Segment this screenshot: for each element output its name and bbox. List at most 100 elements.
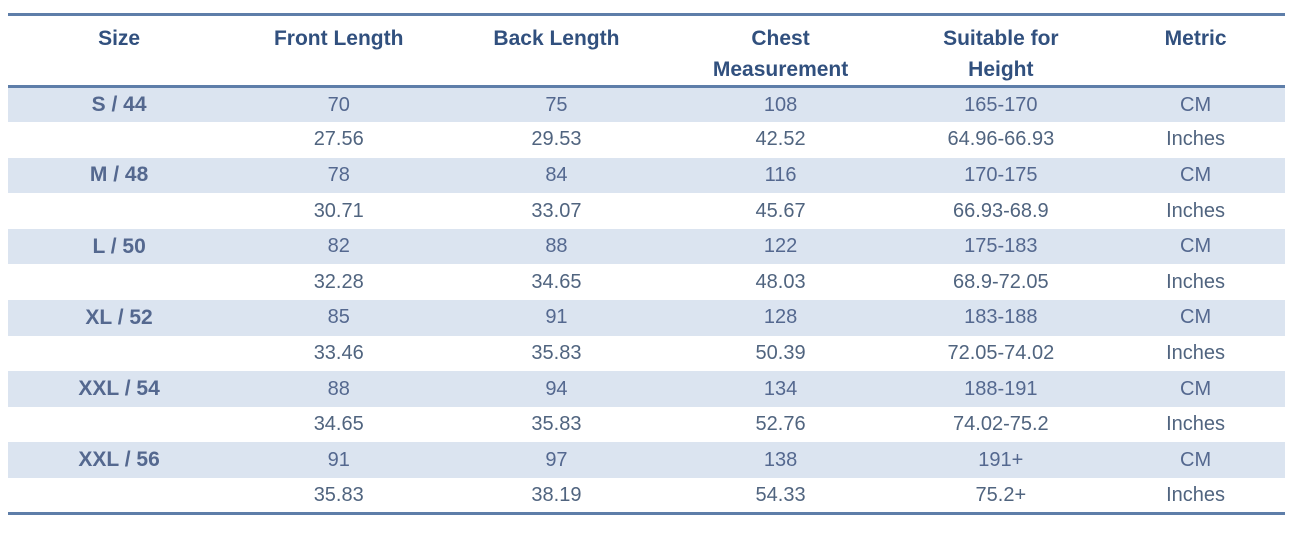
cell-back-length: 91 — [545, 306, 568, 329]
column-header-chest-measurement: Chest Measurement — [665, 14, 896, 88]
cell-chest: 108 — [763, 93, 798, 116]
table-row-xxl54-inches: 34.65 35.83 52.76 74.02-75.2 Inches — [8, 406, 1285, 443]
cell-height: 188-191 — [964, 377, 1038, 400]
table-row-l50-cm: L / 50 82 88 122 175-183 CM — [8, 228, 1285, 265]
cell-front-length: 88 — [327, 377, 350, 400]
column-header-label: Suitable for — [943, 27, 1059, 50]
cell-metric: CM — [1180, 93, 1212, 116]
size-chart-table: Size Front Length Back Length Chest Meas… — [8, 13, 1285, 516]
cell-metric: CM — [1180, 306, 1212, 329]
column-header-back-length: Back Length — [447, 14, 666, 88]
cell-size — [8, 193, 230, 229]
column-header-label: Height — [968, 58, 1034, 81]
cell-front-length: 27.56 — [313, 128, 364, 151]
column-header-label: Back Length — [493, 27, 620, 50]
cell-height: 72.05-74.02 — [947, 341, 1055, 364]
cell-front-length: 78 — [327, 163, 350, 186]
cell-size: S / 44 — [91, 93, 147, 117]
cell-height: 64.96-66.93 — [947, 128, 1055, 151]
cell-chest: 128 — [763, 306, 798, 329]
cell-metric: Inches — [1166, 128, 1226, 151]
table-row-xl52-cm: XL / 52 85 91 128 183-188 CM — [8, 300, 1285, 336]
column-header-label: Measurement — [712, 58, 849, 81]
cell-height: 183-188 — [964, 306, 1038, 329]
cell-chest: 42.52 — [755, 128, 806, 151]
table-row-s44-inches: 27.56 29.53 42.52 64.96-66.93 Inches — [8, 122, 1285, 158]
table-row-xxl56-inches: 35.83 38.19 54.33 75.2+ Inches — [8, 478, 1285, 514]
cell-back-length: 35.83 — [531, 413, 582, 436]
column-header-label: Metric — [1164, 27, 1227, 50]
column-header-suitable-height: Suitable for Height — [895, 14, 1107, 88]
column-header-front-length: Front Length — [230, 14, 448, 88]
cell-back-length: 94 — [545, 377, 568, 400]
cell-size: XXL / 54 — [78, 377, 160, 401]
cell-metric: CM — [1180, 377, 1212, 400]
cell-front-length: 70 — [327, 93, 350, 116]
table-header-row: Size Front Length Back Length Chest Meas… — [8, 14, 1285, 88]
cell-front-length: 82 — [327, 235, 350, 258]
cell-metric: Inches — [1166, 341, 1226, 364]
cell-chest: 138 — [763, 448, 798, 471]
column-header-label: Chest — [751, 27, 810, 50]
table-row-xxl56-cm: XXL / 56 91 97 138 191+ CM — [8, 442, 1285, 479]
cell-size: M / 48 — [89, 163, 149, 187]
table-row-m48-cm: M / 48 78 84 116 170-175 CM — [8, 157, 1285, 194]
cell-front-length: 30.71 — [313, 199, 364, 222]
table-row-xl52-inches: 33.46 35.83 50.39 72.05-74.02 Inches — [8, 335, 1285, 372]
cell-height: 74.02-75.2 — [953, 413, 1049, 436]
cell-back-length: 29.53 — [531, 128, 582, 151]
cell-size — [8, 122, 230, 158]
cell-height: 68.9-72.05 — [953, 270, 1049, 293]
cell-size — [8, 407, 230, 443]
cell-front-length: 85 — [327, 306, 350, 329]
cell-chest: 116 — [764, 163, 797, 186]
table-row-xxl54-cm: XXL / 54 88 94 134 188-191 CM — [8, 371, 1285, 407]
cell-size: XL / 52 — [85, 305, 153, 329]
cell-front-length: 35.83 — [313, 483, 364, 506]
cell-metric: CM — [1180, 448, 1212, 471]
cell-chest: 50.39 — [755, 341, 806, 364]
cell-back-length: 84 — [545, 163, 568, 186]
cell-size — [8, 478, 230, 514]
cell-back-length: 33.07 — [531, 199, 582, 222]
cell-height: 175-183 — [964, 235, 1038, 258]
cell-metric: Inches — [1166, 483, 1226, 506]
cell-back-length: 35.83 — [531, 341, 582, 364]
cell-size: L / 50 — [92, 234, 146, 258]
cell-back-length: 88 — [545, 235, 568, 258]
table-row-s44-cm: S / 44 70 75 108 165-170 CM — [8, 86, 1285, 123]
cell-size — [8, 264, 230, 300]
table-row-m48-inches: 30.71 33.07 45.67 66.93-68.9 Inches — [8, 193, 1285, 229]
cell-chest: 54.33 — [755, 483, 806, 506]
cell-front-length: 34.65 — [313, 413, 364, 436]
column-header-metric: Metric — [1106, 14, 1285, 88]
cell-back-length: 38.19 — [531, 483, 582, 506]
table-row-l50-inches: 32.28 34.65 48.03 68.9-72.05 Inches — [8, 264, 1285, 301]
cell-front-length: 32.28 — [313, 270, 364, 293]
size-chart-container: Size Front Length Back Length Chest Meas… — [8, 13, 1285, 516]
cell-chest: 52.76 — [755, 413, 806, 436]
cell-metric: Inches — [1166, 413, 1226, 436]
cell-chest: 134 — [763, 377, 798, 400]
cell-metric: CM — [1180, 235, 1212, 258]
cell-chest: 45.67 — [755, 199, 806, 222]
cell-size: XXL / 56 — [78, 448, 160, 472]
cell-height: 170-175 — [964, 163, 1038, 186]
cell-height: 66.93-68.9 — [953, 199, 1049, 222]
cell-height: 75.2+ — [975, 483, 1027, 506]
cell-front-length: 33.46 — [313, 341, 364, 364]
column-header-label: Front Length — [273, 27, 404, 50]
cell-chest: 48.03 — [755, 270, 806, 293]
cell-back-length: 34.65 — [531, 270, 582, 293]
cell-metric: Inches — [1166, 199, 1226, 222]
cell-height: 191+ — [978, 448, 1024, 471]
cell-back-length: 97 — [545, 448, 568, 471]
cell-back-length: 75 — [545, 93, 568, 116]
cell-chest: 122 — [763, 235, 798, 258]
cell-metric: Inches — [1166, 270, 1226, 293]
cell-metric: CM — [1180, 163, 1212, 186]
column-header-size: Size — [8, 14, 231, 88]
cell-height: 165-170 — [964, 93, 1038, 116]
cell-size — [8, 336, 230, 372]
cell-front-length: 91 — [327, 448, 350, 471]
